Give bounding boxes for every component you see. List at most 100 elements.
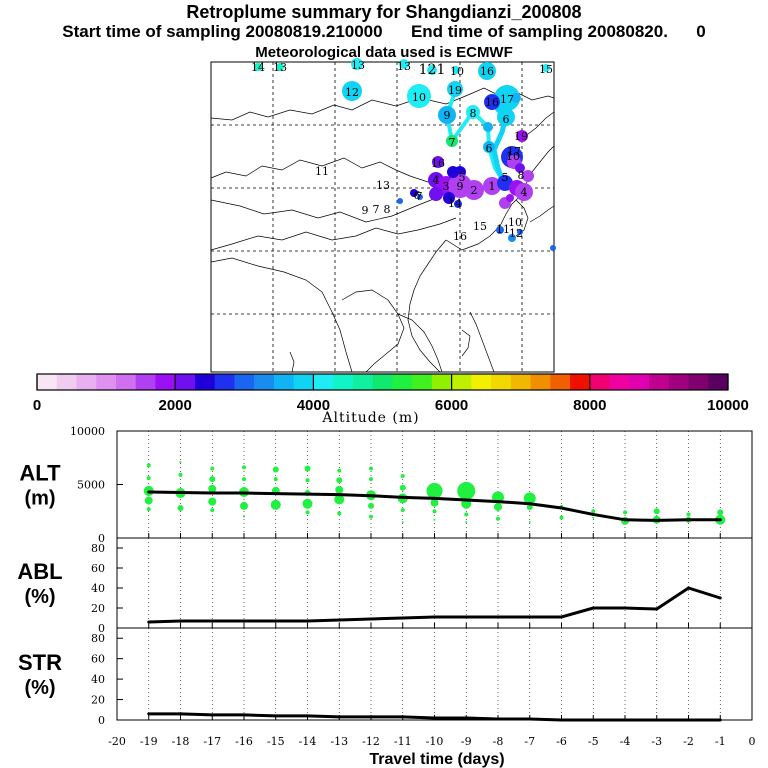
series-point (210, 713, 214, 717)
plume-point (210, 508, 215, 513)
panel-ylabel-unit: (%) (24, 677, 55, 699)
x-tick-label: -2 (683, 735, 694, 748)
plume-point (337, 468, 342, 473)
plume-point (242, 477, 246, 482)
panel-ylabel-name: ABL (17, 559, 62, 584)
colorbar-swatch (451, 374, 472, 390)
trajectory-marker (410, 189, 418, 197)
median-point (274, 492, 278, 496)
trajectory-marker (542, 64, 550, 72)
colorbar-swatch (609, 374, 630, 390)
x-tick-label: -17 (203, 735, 221, 748)
median-point (655, 518, 659, 522)
colorbar-swatch (649, 374, 670, 390)
x-tick-label: -5 (588, 735, 599, 748)
series-point (179, 712, 182, 716)
median-point (306, 492, 309, 496)
plume-point (209, 476, 216, 483)
median-point (528, 502, 532, 506)
median-point (337, 493, 341, 497)
map-label: 9 (362, 204, 369, 217)
trajectory-marker (508, 234, 516, 242)
series-point (496, 615, 500, 619)
series-point (591, 606, 595, 610)
map-label: 13 (351, 59, 365, 72)
trajectory-marker (484, 94, 500, 110)
map-label: 6 (503, 113, 510, 126)
map-label: 4 (521, 186, 528, 199)
x-tick-label: -13 (330, 735, 348, 748)
map-label: 3 (443, 180, 450, 193)
plume-point (591, 509, 596, 514)
series-point (623, 606, 627, 610)
plume-point (369, 514, 373, 519)
plume-point (399, 484, 406, 491)
map-label: 7 (373, 203, 380, 216)
end-time-suffix: 0 (696, 22, 706, 41)
trajectory-marker (494, 85, 520, 111)
plume-point (400, 473, 405, 478)
colorbar-swatch (76, 374, 97, 390)
series-point (655, 718, 659, 722)
colorbar-swatch (471, 374, 492, 390)
trajectory-marker (342, 81, 362, 101)
x-tick-label: 0 (749, 735, 756, 748)
chart-title: Retroplume summary for Shangdianzi_20080… (186, 2, 582, 22)
colorbar-swatch (412, 374, 433, 390)
panel-ylabel-unit: (m) (24, 488, 55, 510)
trajectory-marker (522, 170, 534, 182)
series-point (496, 717, 500, 721)
y-tick-label: 80 (91, 632, 105, 645)
panel-ylabel-name: ALT (19, 461, 61, 486)
colorbar-swatch (234, 374, 255, 390)
map-label: 5 (502, 171, 509, 184)
series-point (591, 718, 595, 722)
median-point (242, 491, 246, 495)
plume-point (433, 518, 436, 521)
plume-point (496, 516, 500, 521)
x-tick-label: -11 (394, 735, 412, 748)
series-point (655, 607, 659, 611)
plume-point (653, 508, 660, 515)
map-label: 13 (273, 61, 287, 74)
colorbar-swatch (668, 374, 690, 390)
x-tick-label: -16 (235, 735, 253, 748)
colorbar-swatch (392, 374, 413, 390)
colorbar-swatch (550, 374, 571, 390)
trajectory-marker (438, 106, 456, 124)
map-label: 17 (507, 145, 521, 158)
colorbar-swatch (431, 374, 453, 390)
series-point (306, 714, 309, 718)
map-label: 1 (489, 180, 496, 193)
x-tick-label: -14 (299, 735, 317, 748)
median-point (464, 498, 468, 502)
plume-point (432, 509, 437, 514)
series-point (401, 715, 405, 719)
plume-point (426, 482, 443, 499)
series-point (147, 712, 151, 716)
map-label: 14 (448, 197, 462, 210)
median-point (147, 490, 151, 494)
series-point (242, 713, 246, 717)
colorbar-swatch (254, 374, 275, 390)
plume-point (302, 498, 313, 509)
median-point (433, 496, 436, 500)
plume-point (465, 520, 468, 523)
median-point (179, 491, 182, 495)
trajectory-marker (407, 84, 431, 108)
map-label: 11 (315, 165, 329, 178)
map-label: 10 (506, 150, 520, 163)
series-point (718, 718, 722, 722)
colorbar-swatch (708, 374, 729, 390)
trajectory-marker (417, 194, 423, 200)
colorbar-swatch (491, 374, 512, 390)
x-tick-label: -4 (620, 735, 631, 748)
series-point (147, 620, 151, 624)
median-point (718, 518, 722, 522)
plume-point (146, 476, 151, 481)
colorbar-swatch (352, 374, 374, 390)
series-point (433, 615, 436, 619)
map-label: 2 (471, 184, 478, 197)
map-label: 11 (496, 223, 510, 236)
